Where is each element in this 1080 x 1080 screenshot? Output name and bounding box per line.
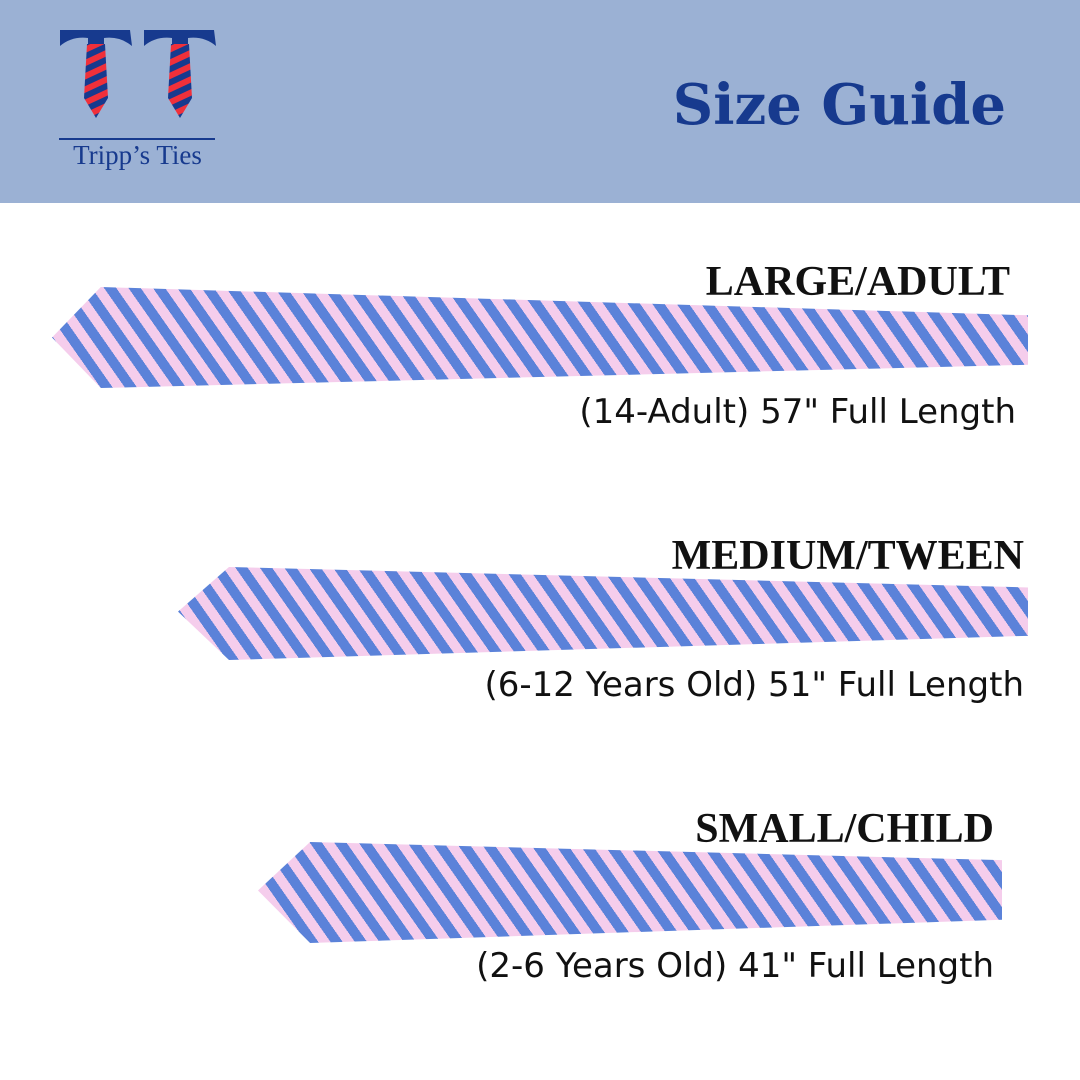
size-name-medium: MEDIUM/TWEEN: [671, 533, 1024, 579]
t-letter-icon: [60, 30, 132, 118]
size-description-small: (2-6 Years Old) 41" Full Length: [476, 946, 994, 986]
tripps-ties-logo: [60, 30, 216, 118]
tie-medium: [178, 567, 1028, 660]
tie-small: [258, 842, 1002, 943]
size-description-medium: (6-12 Years Old) 51" Full Length: [484, 665, 1024, 705]
size-name-large: LARGE/ADULT: [705, 259, 1010, 305]
page-title: Size Guide: [672, 72, 1006, 138]
t-letter-icon: [144, 30, 216, 118]
brand-name: Tripp’s Ties: [73, 140, 202, 170]
size-description-large: (14-Adult) 57" Full Length: [579, 392, 1016, 432]
logo-divider: [59, 138, 215, 140]
size-name-small: SMALL/CHILD: [695, 806, 994, 852]
